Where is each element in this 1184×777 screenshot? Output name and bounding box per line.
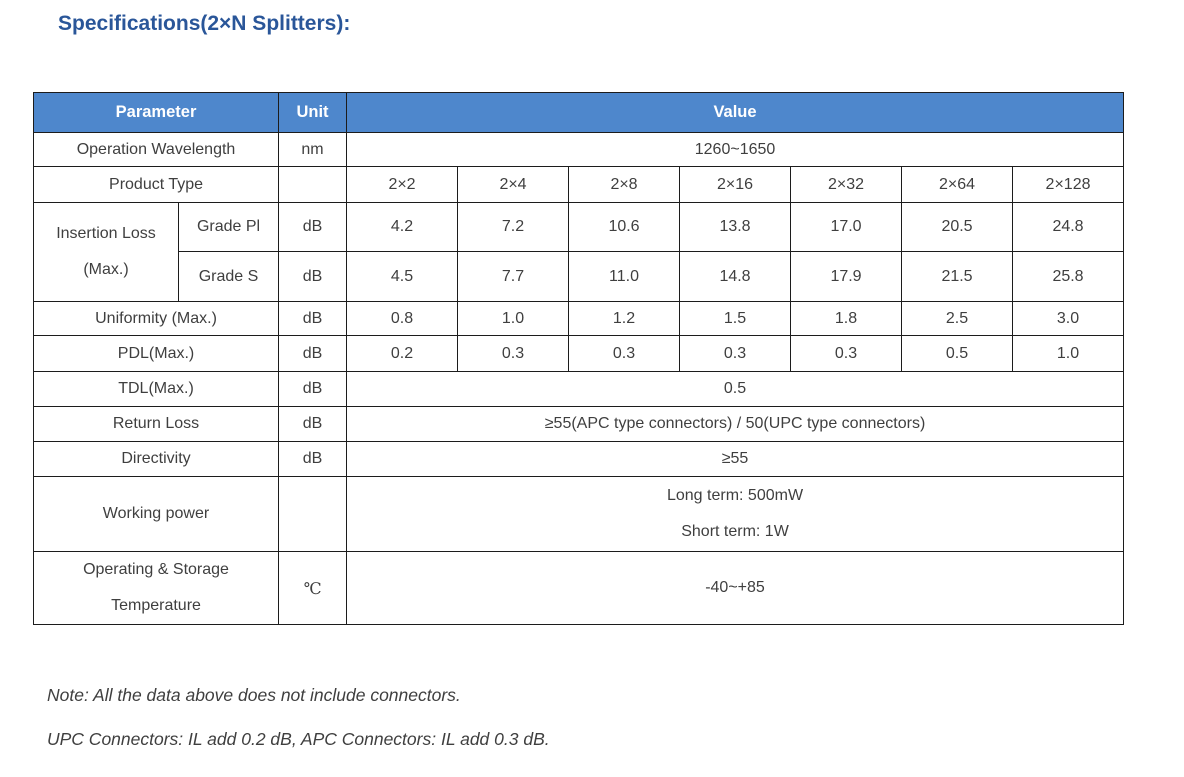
temperature-label-line1: Operating & Storage: [83, 561, 229, 578]
table-header-row: Parameter Unit Value: [32, 92, 1125, 133]
working-power-long-term: Long term: 500mW: [666, 487, 804, 504]
value-cell: 7.7: [457, 251, 570, 302]
product-type-cell: 2×16: [679, 166, 792, 203]
value-cell: 17.0: [790, 202, 903, 252]
value-cell: 25.8: [1012, 251, 1125, 302]
unit-cell: dB: [278, 371, 348, 407]
insertion-loss-line1: Insertion Loss: [56, 225, 156, 242]
param-label: Directivity: [32, 441, 280, 477]
unit-cell: dB: [278, 202, 348, 252]
table-row-temperature: Operating & Storage Temperature ℃ -40~+8…: [32, 551, 1125, 625]
value-cell: 1.2: [568, 301, 681, 336]
unit-cell-celsius: ℃: [278, 551, 348, 625]
unit-cell: nm: [278, 132, 348, 167]
value-cell: 0.3: [679, 335, 792, 372]
note-line-2: UPC Connectors: IL add 0.2 dB, APC Conne…: [47, 729, 550, 749]
insertion-loss-line2: (Max.): [83, 261, 129, 278]
param-label: Return Loss: [32, 406, 280, 442]
value-cell-working-power: Long term: 500mW Short term: 1W: [346, 476, 1125, 552]
working-power-short-term: Short term: 1W: [681, 523, 789, 540]
grade-label: Grade S: [177, 251, 280, 302]
value-cell: 0.3: [790, 335, 903, 372]
value-cell: 13.8: [679, 202, 792, 252]
param-label: TDL(Max.): [32, 371, 280, 407]
param-label: Product Type: [32, 166, 280, 203]
unit-cell: [278, 476, 348, 552]
value-cell: 24.8: [1012, 202, 1125, 252]
param-label: Operation Wavelength: [32, 132, 280, 167]
param-label: Uniformity (Max.): [32, 301, 280, 336]
product-type-cell: 2×64: [901, 166, 1014, 203]
value-cell: -40~+85: [346, 551, 1125, 625]
table-row-uniformity: Uniformity (Max.) dB 0.8 1.0 1.2 1.5 1.8…: [32, 301, 1125, 336]
unit-cell: [278, 166, 348, 203]
value-cell: 11.0: [568, 251, 681, 302]
value-cell: 1260~1650: [346, 132, 1125, 167]
header-value: Value: [346, 92, 1125, 133]
value-cell: 10.6: [568, 202, 681, 252]
value-cell: 0.8: [346, 301, 459, 336]
value-cell: 1.0: [457, 301, 570, 336]
unit-cell: dB: [278, 441, 348, 477]
value-cell: 20.5: [901, 202, 1014, 252]
table-row-insertion-loss-grade-pl: Insertion Loss (Max.) Grade Pl dB 4.2 7.…: [33, 202, 1125, 302]
temperature-label-line2: Temperature: [111, 597, 201, 614]
param-label-insertion-loss: Insertion Loss (Max.): [33, 202, 179, 302]
value-cell: 3.0: [1012, 301, 1125, 336]
grade-label: Grade Pl: [177, 202, 280, 252]
table-row-product-type: Product Type 2×2 2×4 2×8 2×16 2×32 2×64 …: [32, 166, 1125, 203]
unit-cell: dB: [278, 335, 348, 372]
product-type-cell: 2×128: [1012, 166, 1125, 203]
value-cell: 4.5: [346, 251, 459, 302]
value-cell: 0.5: [346, 371, 1125, 407]
value-cell: 1.5: [679, 301, 792, 336]
value-cell: 17.9: [790, 251, 903, 302]
header-parameter: Parameter: [32, 92, 280, 133]
value-cell: 4.2: [346, 202, 459, 252]
product-type-cell: 2×32: [790, 166, 903, 203]
header-unit: Unit: [278, 92, 348, 133]
table-row-working-power: Working power Long term: 500mW Short ter…: [32, 476, 1125, 552]
value-cell: ≥55: [346, 441, 1125, 477]
table-row-pdl: PDL(Max.) dB 0.2 0.3 0.3 0.3 0.3 0.5 1.0: [32, 335, 1125, 372]
value-cell: 1.0: [1012, 335, 1125, 372]
unit-cell: dB: [278, 251, 348, 302]
product-type-cell: 2×8: [568, 166, 681, 203]
table-row-tdl: TDL(Max.) dB 0.5: [32, 371, 1125, 407]
value-cell: 0.2: [346, 335, 459, 372]
specifications-table: Parameter Unit Value Operation Wavelengt…: [32, 92, 1125, 625]
unit-cell: dB: [278, 301, 348, 336]
param-label: Working power: [32, 476, 280, 552]
note-line-1: Note: All the data above does not includ…: [47, 685, 461, 705]
table-row-operation-wavelength: Operation Wavelength nm 1260~1650: [32, 132, 1125, 167]
value-cell: 7.2: [457, 202, 570, 252]
param-label-temperature: Operating & Storage Temperature: [32, 551, 280, 625]
unit-cell: dB: [278, 406, 348, 442]
value-cell: 2.5: [901, 301, 1014, 336]
value-cell: 0.5: [901, 335, 1014, 372]
table-row-return-loss: Return Loss dB ≥55(APC type connectors) …: [32, 406, 1125, 442]
value-cell: 21.5: [901, 251, 1014, 302]
table-row-insertion-loss-grade-s: Grade S dB 4.5 7.7 11.0 14.8 17.9 21.5 2…: [34, 251, 1125, 302]
product-type-cell: 2×2: [346, 166, 459, 203]
footnotes: Note: All the data above does not includ…: [47, 685, 550, 773]
value-cell: 0.3: [568, 335, 681, 372]
value-cell: 1.8: [790, 301, 903, 336]
param-label: PDL(Max.): [32, 335, 280, 372]
table-row-directivity: Directivity dB ≥55: [32, 441, 1125, 477]
value-cell: 0.3: [457, 335, 570, 372]
page-title: Specifications(2×N Splitters):: [58, 12, 351, 35]
value-cell: 14.8: [679, 251, 792, 302]
value-cell: ≥55(APC type connectors) / 50(UPC type c…: [346, 406, 1125, 442]
product-type-cell: 2×4: [457, 166, 570, 203]
